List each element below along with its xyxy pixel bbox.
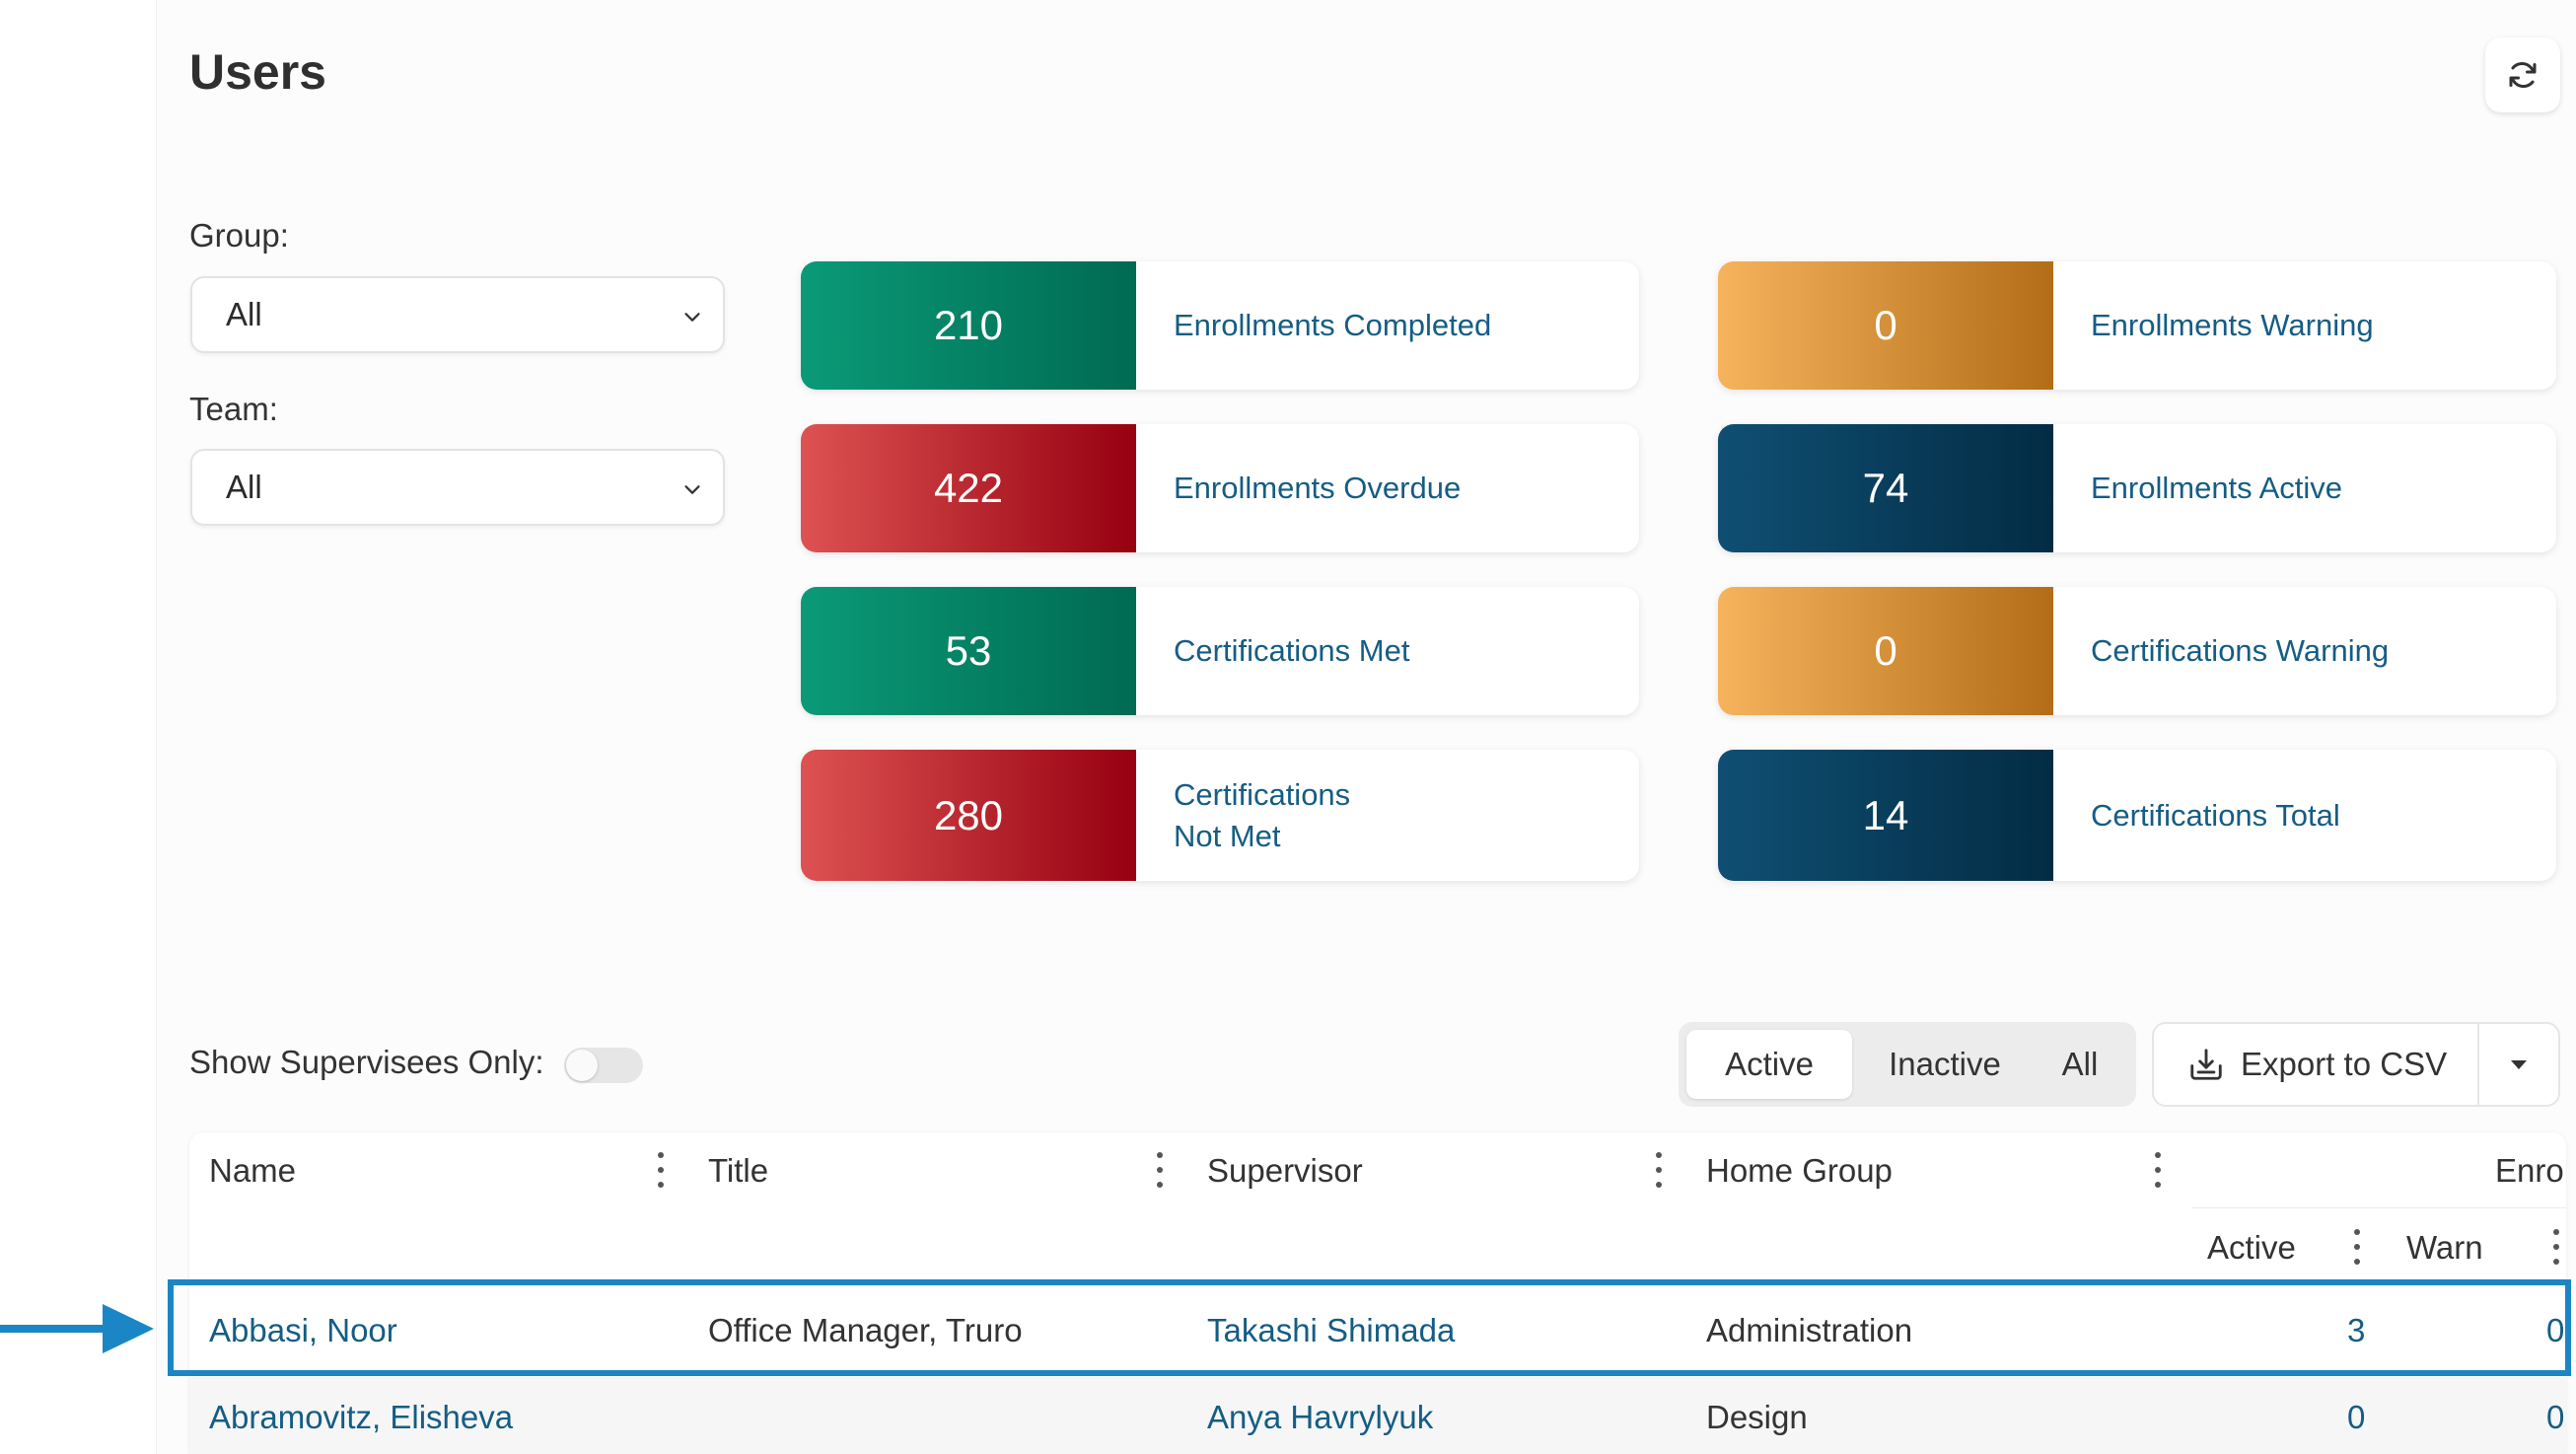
home-group: Design [1706, 1399, 1808, 1435]
stat-card-certifications-met[interactable]: 53 Certifications Met [801, 587, 1639, 715]
supervisees-toggle[interactable] [564, 1048, 643, 1083]
group-select[interactable]: All [190, 276, 725, 353]
refresh-button[interactable] [2485, 37, 2560, 112]
stat-value: 74 [1718, 424, 2053, 552]
stat-value: 0 [1718, 587, 2053, 715]
user-name-link[interactable]: Abramovitz, Elisheva [209, 1399, 514, 1435]
stat-label: Certifications Met [1174, 633, 1410, 668]
kebab-icon[interactable] [657, 1152, 665, 1188]
group-header-divider [2191, 1207, 2566, 1208]
stat-value: 280 [801, 750, 1136, 881]
team-select-value: All [226, 469, 262, 505]
stat-value: 210 [801, 261, 1136, 390]
stat-label: Enrollments Completed [1174, 308, 1492, 342]
supervisor-link[interactable]: Anya Havrylyuk [1207, 1399, 1434, 1435]
kebab-icon[interactable] [2154, 1152, 2162, 1188]
stat-label: Enrollments Active [2091, 471, 2342, 505]
export-divider [2477, 1024, 2479, 1105]
stat-card-enrollments-overdue[interactable]: 422 Enrollments Overdue [801, 424, 1639, 552]
chevron-down-icon [684, 313, 700, 322]
supervisees-label: Show Supervisees Only: [189, 1044, 544, 1080]
user-name-link[interactable]: Abbasi, Noor [209, 1312, 397, 1348]
warn-count[interactable]: 0 [2546, 1399, 2565, 1435]
status-inactive-tab[interactable]: Inactive [1889, 1046, 2001, 1082]
column-header-warn[interactable]: Warn [2406, 1229, 2483, 1266]
active-count[interactable]: 3 [2347, 1312, 2366, 1348]
caret-down-icon [2511, 1060, 2527, 1069]
refresh-icon [2509, 61, 2537, 89]
status-all-tab[interactable]: All [2061, 1046, 2099, 1082]
arrow-right-icon [0, 1304, 154, 1353]
stat-card-certifications-total[interactable]: 14 Certifications Total [1718, 750, 2556, 881]
stat-label: Certifications Total [2091, 797, 2340, 833]
stat-value: 422 [801, 424, 1136, 552]
kebab-icon[interactable] [1655, 1152, 1663, 1188]
user-title: Office Manager, Truro [708, 1312, 1023, 1348]
active-count[interactable]: 0 [2347, 1399, 2366, 1435]
group-filter-label: Group: [189, 217, 289, 254]
stat-card-enrollments-active[interactable]: 74 Enrollments Active [1718, 424, 2556, 552]
stat-value: 53 [801, 587, 1136, 715]
users-table: Name Title Supervisor Home Group Enro Ac… [189, 1132, 2566, 1454]
stat-label: Enrollments Overdue [1174, 471, 1462, 505]
table-row[interactable]: Abbasi, Noor Office Manager, Truro Takas… [189, 1290, 2566, 1377]
row-highlight-box [168, 1279, 2571, 1376]
export-label: Export to CSV [2241, 1046, 2448, 1082]
left-sidebar-strip [0, 0, 157, 1454]
stat-label: Certifications Not Met [1174, 776, 1351, 853]
stat-label: Enrollments Warning [2091, 308, 2374, 342]
chevron-down-icon [684, 485, 700, 494]
stat-card-certifications-not-met[interactable]: 280 Certifications Not Met [801, 750, 1639, 881]
stat-card-enrollments-completed[interactable]: 210 Enrollments Completed [801, 261, 1639, 390]
kebab-icon[interactable] [2552, 1229, 2560, 1265]
page-title: Users [189, 44, 326, 100]
table-row[interactable]: Abramovitz, Elisheva Anya Havrylyuk Desi… [189, 1377, 2566, 1454]
export-dropdown-button[interactable] [2479, 1024, 2558, 1105]
column-header-title[interactable]: Title [708, 1152, 769, 1189]
kebab-icon[interactable] [2353, 1229, 2361, 1265]
status-filter: Active Inactive All [1679, 1022, 2136, 1107]
group-select-value: All [226, 296, 262, 332]
column-header-active[interactable]: Active [2207, 1229, 2296, 1266]
stat-value: 14 [1718, 750, 2053, 881]
stat-value: 0 [1718, 261, 2053, 390]
stat-label: Certifications Warning [2091, 633, 2390, 668]
kebab-icon[interactable] [1156, 1152, 1164, 1188]
export-icon [2190, 1049, 2222, 1080]
supervisor-link[interactable]: Takashi Shimada [1207, 1312, 1456, 1348]
team-select[interactable]: All [190, 449, 725, 526]
column-group-header-enrollments: Enro [2495, 1152, 2564, 1189]
toggle-knob [566, 1050, 598, 1081]
column-header-home-group[interactable]: Home Group [1706, 1152, 1893, 1189]
export-button[interactable]: Export to CSV [2154, 1024, 2477, 1105]
column-header-name[interactable]: Name [209, 1152, 297, 1189]
stat-card-certifications-warning[interactable]: 0 Certifications Warning [1718, 587, 2556, 715]
warn-count[interactable]: 0 [2546, 1312, 2565, 1348]
stat-card-enrollments-warning[interactable]: 0 Enrollments Warning [1718, 261, 2556, 390]
export-split-button: Export to CSV [2152, 1022, 2560, 1107]
status-active-tab[interactable]: Active [1686, 1030, 1852, 1099]
column-header-supervisor[interactable]: Supervisor [1207, 1152, 1363, 1189]
home-group: Administration [1706, 1312, 1913, 1348]
team-filter-label: Team: [189, 391, 278, 427]
